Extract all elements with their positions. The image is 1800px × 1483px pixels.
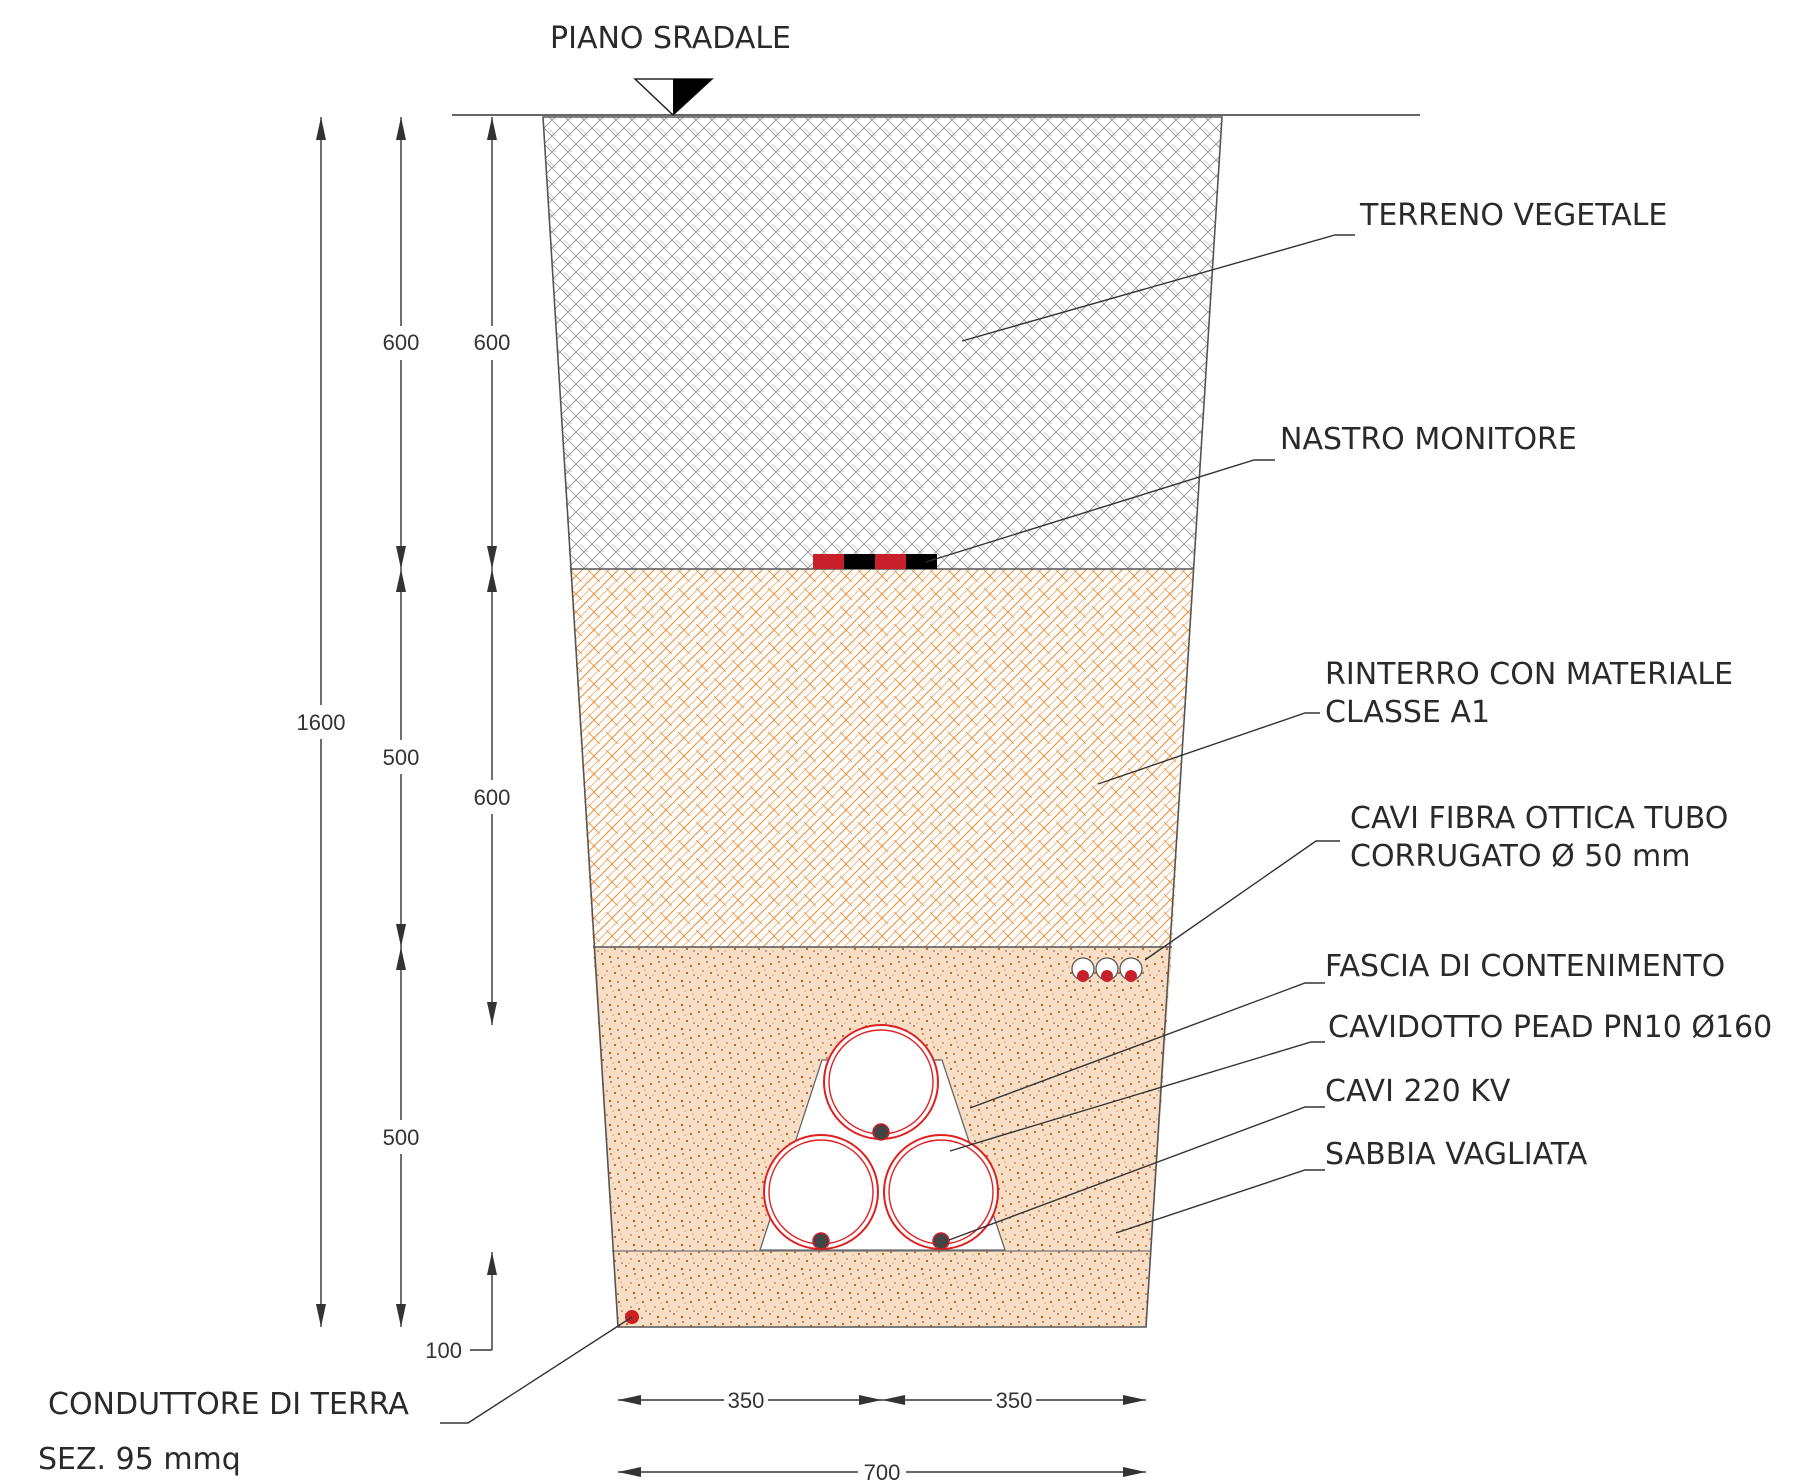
label-rinterro-line2: CLASSE A1 (1325, 695, 1490, 730)
label-fascia: FASCIA DI CONTENIMENTO (1325, 949, 1725, 984)
leader-lines (440, 234, 1355, 1424)
layer-terreno-vegetale (543, 117, 1222, 569)
dim-width: 700 (864, 1460, 901, 1483)
label-sabbia: SABBIA VAGLIATA (1325, 1137, 1588, 1172)
label-conduttore-line2: SEZ. 95 mmq (38, 1442, 241, 1477)
dim-col2-b: 500 (383, 745, 420, 770)
layer-rinterro (570, 569, 1193, 947)
dim-col2-c: 500 (383, 1125, 420, 1150)
warning-tape (813, 554, 937, 569)
trench-outline (542, 116, 1223, 1328)
duct-right (883, 1134, 999, 1250)
duct-top (823, 1024, 939, 1141)
label-conduttore-line1: CONDUTTORE DI TERRA (48, 1387, 409, 1422)
dim-horizontal-halves: 350 350 (618, 1386, 1146, 1414)
dim-col3-b: 600 (474, 785, 511, 810)
dim-col3-a: 600 (474, 330, 511, 355)
ground-level-label: PIANO SRADALE (550, 21, 791, 56)
dim-total-value: 1600 (297, 710, 346, 735)
dim-col3-c: 100 (425, 1338, 462, 1363)
dim-half-right: 350 (996, 1388, 1033, 1413)
dim-half-left: 350 (728, 1388, 765, 1413)
duct-left (763, 1134, 879, 1250)
dim-horizontal-width: 700 (618, 1458, 1146, 1483)
dim-column-2: 600 500 500 (381, 117, 421, 1327)
ground-level-marker-icon (633, 78, 714, 117)
fiber-conduits (1071, 957, 1143, 982)
label-terreno-vegetale: TERRENO VEGETALE (1359, 198, 1667, 233)
dim-total: 1600 (297, 117, 346, 1327)
label-fibra-line1: CAVI FIBRA OTTICA TUBO (1350, 801, 1728, 836)
dim-col2-a: 600 (383, 330, 420, 355)
label-cavidotto: CAVIDOTTO PEAD PN10 Ø160 (1328, 1010, 1772, 1045)
label-rinterro-line1: RINTERRO CON MATERIALE (1325, 657, 1733, 692)
label-fibra-line2: CORRUGATO Ø 50 mm (1350, 839, 1690, 874)
label-cavi: CAVI 220 KV (1325, 1074, 1511, 1109)
label-nastro-monitore: NASTRO MONITORE (1280, 422, 1577, 457)
dim-column-3: 600 600 100 (425, 117, 512, 1363)
